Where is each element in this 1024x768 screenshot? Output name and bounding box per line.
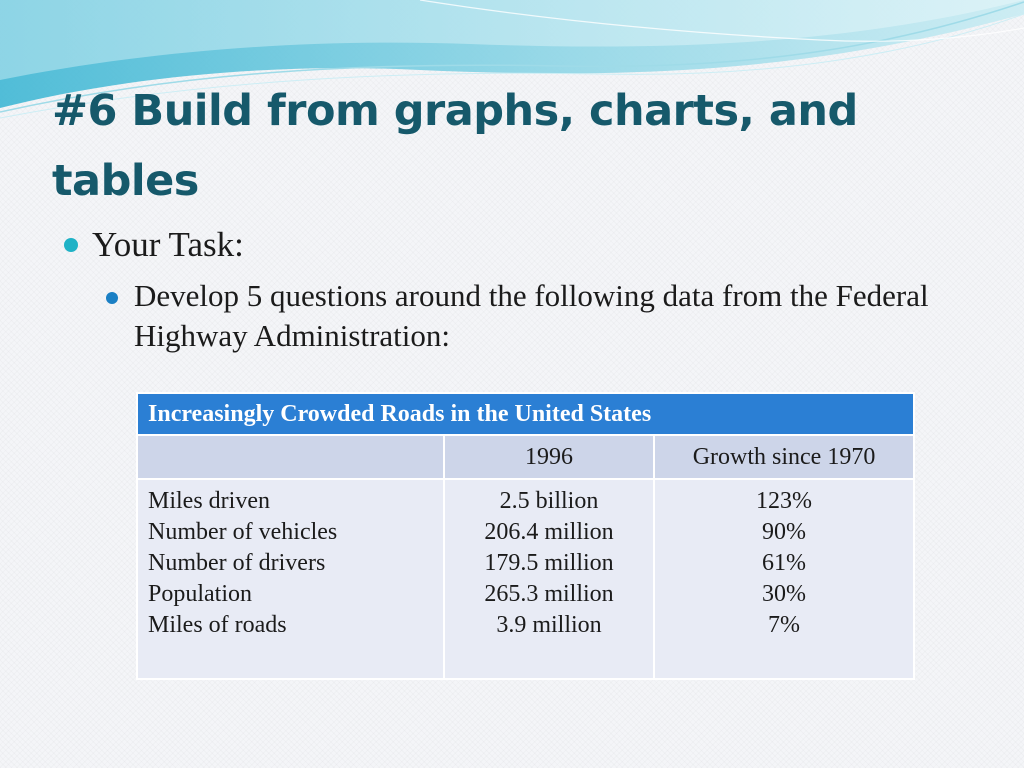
growth-column: 123% 90% 61% 30% 7%: [652, 478, 916, 680]
row-label: Population: [148, 581, 253, 607]
row-value-1996: 3.9 million: [496, 612, 602, 638]
row-growth: 7%: [768, 612, 800, 638]
row-growth: 61%: [762, 550, 806, 576]
header-cell-1996: 1996: [443, 434, 655, 480]
header-cell-growth: Growth since 1970: [652, 434, 916, 480]
bullet-text: Develop 5 questions around the following…: [134, 278, 929, 353]
header-wave-decoration: [0, 0, 1024, 119]
row-growth: 90%: [762, 519, 806, 545]
bullet-your-task: Your Task:: [64, 224, 244, 266]
roads-data-table: Increasingly Crowded Roads in the United…: [135, 392, 916, 680]
row-value-1996: 265.3 million: [484, 581, 614, 607]
row-label: Miles of roads: [148, 612, 287, 638]
row-label: Miles driven: [148, 488, 270, 514]
label-column: Miles driven Number of vehicles Number o…: [136, 478, 445, 680]
table-title-row: Increasingly Crowded Roads in the United…: [135, 392, 916, 436]
row-label: Number of drivers: [148, 550, 326, 576]
table-body-row: Miles driven Number of vehicles Number o…: [136, 478, 916, 680]
slide-title: #6 Build from graphs, charts, and tables: [52, 86, 858, 206]
row-growth: 30%: [762, 581, 806, 607]
row-value-1996: 206.4 million: [484, 519, 614, 545]
row-label: Number of vehicles: [148, 519, 338, 545]
row-value-1996: 2.5 billion: [499, 488, 599, 514]
row-growth: 123%: [756, 488, 812, 514]
header-cell-label: [136, 434, 445, 480]
bullet-dot-icon: [106, 292, 118, 304]
table-title: Increasingly Crowded Roads in the United…: [135, 392, 916, 436]
bullet-text: Your Task:: [92, 225, 244, 264]
table-header-row: 1996 Growth since 1970: [136, 434, 916, 480]
row-value-1996: 179.5 million: [484, 550, 614, 576]
bullet-dot-icon: [64, 238, 78, 252]
value-1996-column: 2.5 billion 206.4 million 179.5 million …: [443, 478, 655, 680]
bullet-develop-questions: Develop 5 questions around the following…: [106, 276, 986, 356]
